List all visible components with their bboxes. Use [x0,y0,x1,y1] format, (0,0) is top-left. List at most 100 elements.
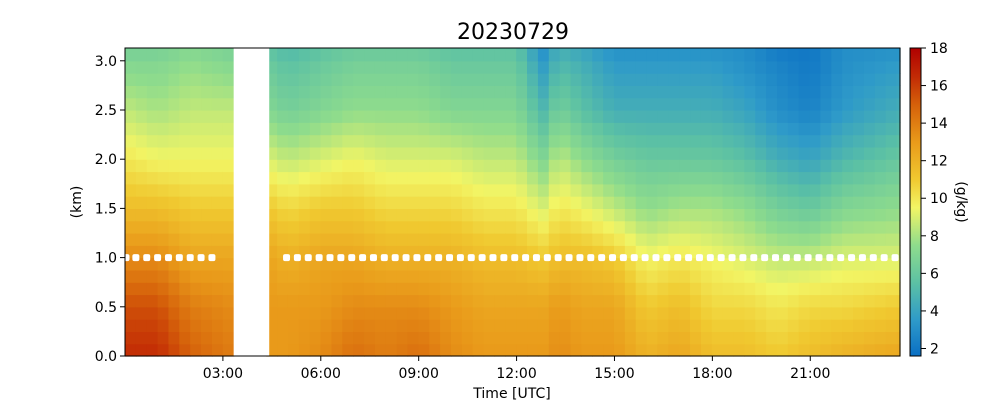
heatmap-cell [516,109,528,123]
heatmap-cell [766,343,778,357]
heatmap-cell [418,171,430,185]
heatmap-cell [842,60,854,74]
heatmap-cell [342,97,354,111]
heatmap-cell [874,85,887,99]
heatmap-cell [494,220,506,234]
marker-point [804,254,812,262]
heatmap-cell [440,269,452,283]
heatmap-cell [516,233,528,246]
heatmap-cell [125,343,137,357]
heatmap-cell [831,306,843,320]
heatmap-cell [581,319,593,332]
heatmap-cell [211,282,224,296]
heatmap-cell [646,122,659,136]
heatmap-cell [146,306,159,320]
heatmap-cell [842,109,854,123]
marker-point [728,254,736,262]
heatmap-cell [374,269,387,283]
heatmap-cell [211,85,224,99]
heatmap-cell [168,269,180,283]
heatmap-cell [548,97,561,111]
heatmap-cell [657,48,669,50]
heatmap-cell [287,134,300,148]
heatmap-cell [831,245,843,259]
heatmap-cell [135,159,148,173]
heatmap-cell [494,183,506,197]
heatmap-cell [320,331,333,345]
heatmap-cell [179,48,191,62]
heatmap-cell [820,171,832,185]
heatmap-cell [624,343,637,357]
heatmap-cell [885,85,898,99]
heatmap-cell [581,85,593,99]
heatmap-cell [407,233,419,246]
heatmap-cell [548,159,561,173]
heatmap-cell [613,48,626,50]
heatmap-cell [603,73,615,86]
heatmap-cell [266,245,278,259]
heatmap-cell [505,60,517,74]
heatmap-cell [298,48,311,62]
heatmap-cell [527,220,539,234]
heatmap-cell [320,245,333,259]
heatmap-cell [407,97,419,111]
heatmap-cell [722,134,735,148]
heatmap-cell [646,60,659,74]
heatmap-cell [483,60,496,74]
heatmap-cell [733,233,745,246]
heatmap-cell [201,282,213,296]
heatmap-cell [407,60,419,74]
heatmap-cell [863,245,876,259]
heatmap-cell [266,171,278,185]
heatmap-cell [820,109,832,123]
heatmap-cell [331,331,343,345]
heatmap-cell [320,343,333,357]
marker-point [413,254,421,262]
heatmap-cell [548,319,561,332]
heatmap-cell [592,109,604,123]
heatmap-cell [646,245,659,259]
heatmap-cell [842,220,854,234]
heatmap-cell [374,331,387,345]
heatmap-cell [613,245,626,259]
heatmap-cell [570,159,582,173]
heatmap-cell [440,134,452,148]
heatmap-cell [472,233,485,246]
heatmap-cell [733,85,745,99]
heatmap-cell [896,73,901,86]
heatmap-cell [559,343,572,357]
heatmap-cell [537,233,550,246]
heatmap-cell [353,245,365,259]
heatmap-cell [277,134,289,148]
heatmap-cell [776,183,789,197]
heatmap-cell [320,122,333,136]
heatmap-cell [277,183,289,197]
heatmap-cell [396,122,409,136]
heatmap-cell [211,183,224,197]
heatmap-cell [418,146,430,160]
heatmap-cell [624,48,637,62]
heatmap-cell [353,306,365,320]
heatmap-cell [222,245,235,259]
heatmap-cell [885,208,898,222]
heatmap-cell [668,60,680,74]
heatmap-cell [527,196,539,209]
heatmap-cell [613,85,626,99]
heatmap-cell [809,48,822,62]
heatmap-cell [440,97,452,111]
marker-point [695,254,703,262]
heatmap-cell [320,306,333,320]
heatmap-cell [635,73,648,86]
heatmap-cell [364,343,376,357]
heatmap-cell [559,306,572,320]
heatmap-cell [798,196,811,209]
heatmap-cell [537,134,550,148]
heatmap-cell [874,306,887,320]
heatmap-cell [744,134,756,148]
heatmap-cell [516,306,528,320]
heatmap-cell [516,60,528,74]
heatmap-cell [831,159,843,173]
heatmap-cell [635,122,648,136]
heatmap-cell [287,97,300,111]
heatmap-cell [396,245,409,259]
